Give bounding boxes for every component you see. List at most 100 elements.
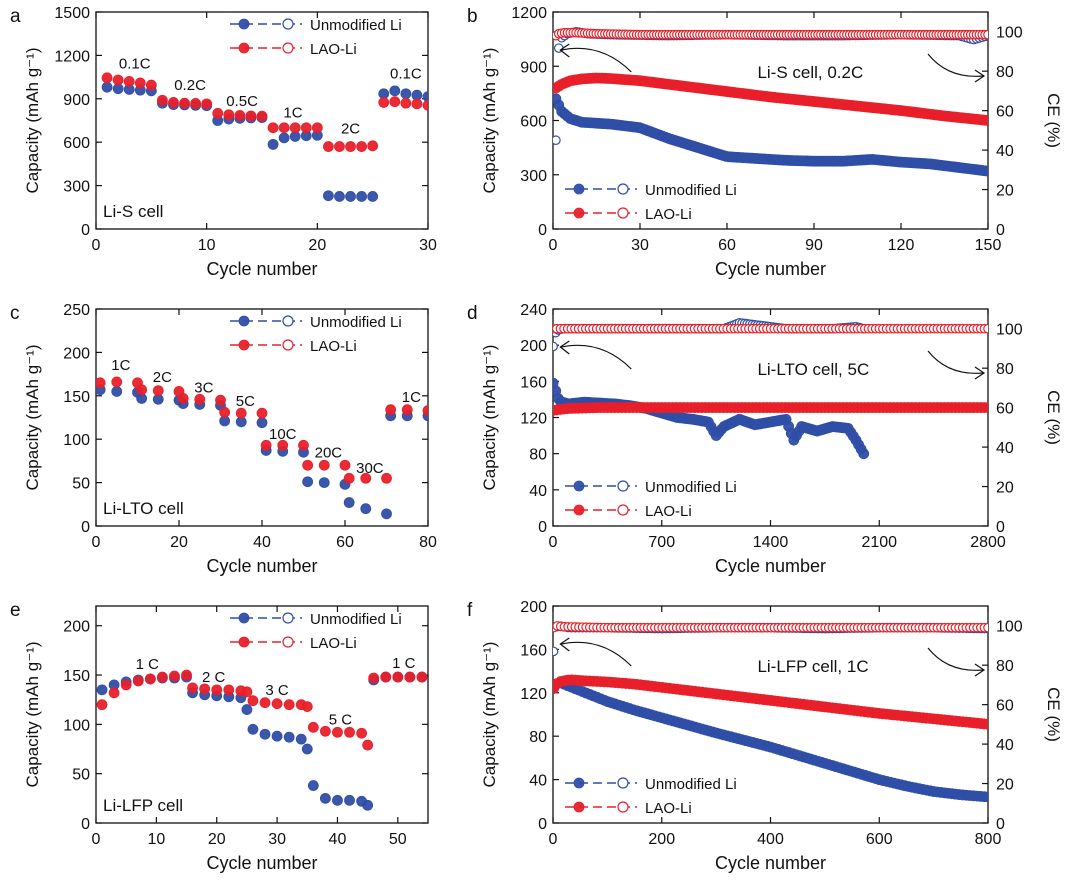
data-point (212, 107, 224, 119)
data-point (169, 670, 180, 682)
data-point (168, 97, 179, 108)
axis-arrows (559, 637, 986, 677)
y-tick-label: 200 (520, 338, 547, 355)
data-point (422, 91, 428, 103)
y2-tick-label: 80 (996, 64, 1014, 81)
x-tick-label: 30 (631, 237, 649, 254)
series-unmodified (553, 93, 988, 177)
data-layer (101, 72, 428, 202)
y2-tick-label: 20 (996, 777, 1014, 794)
data-point (201, 98, 213, 110)
y-tick-label: 1200 (54, 48, 90, 65)
y2-tick-label: 40 (996, 737, 1014, 754)
x-tick-label: 0 (92, 534, 101, 551)
arrow-left-head (559, 637, 570, 652)
data-point (982, 165, 988, 177)
x-tick-label: 80 (419, 534, 437, 551)
y-tick-label: 120 (520, 686, 547, 703)
x-axis-label: Cycle number (715, 259, 826, 279)
legend-marker-open (617, 777, 629, 789)
data-point (343, 472, 355, 484)
cell-label: Li-S cell (103, 202, 163, 221)
arrow-right-axis (927, 350, 984, 374)
data-point (211, 684, 223, 696)
legend-marker-open (282, 315, 294, 327)
y-axis-label: Capacity (mAh g⁻¹) (23, 48, 42, 194)
data-point (356, 191, 368, 202)
data-point (260, 439, 272, 451)
rate-label: 1 C (392, 655, 416, 672)
data-point (385, 404, 397, 416)
data-point (241, 686, 253, 698)
ce-point (553, 646, 559, 657)
y-tick-label: 0 (81, 816, 90, 833)
y-tick-label: 600 (63, 135, 90, 152)
axis-arrows (559, 340, 986, 380)
data-point (259, 697, 271, 709)
data-point (223, 109, 235, 121)
data-point (362, 739, 374, 751)
data-point (256, 417, 268, 429)
x-tick-label: 60 (336, 534, 354, 551)
y-tick-label: 0 (538, 222, 547, 239)
data-point (247, 723, 259, 735)
data-point (298, 439, 309, 451)
y-tick-label: 80 (529, 729, 547, 746)
data-point (381, 472, 392, 484)
x-tick-label: 0 (549, 534, 558, 551)
x-tick-label: 20 (308, 237, 326, 254)
y-tick-label: 300 (63, 179, 90, 196)
panel-e: 0 10 20 30 40 50 0 50 100 150 200 Cycle number Capac… (10, 600, 429, 873)
ce-point (983, 323, 988, 334)
series-unmodified (96, 671, 428, 811)
data-point (319, 725, 331, 737)
plot-frame (95, 11, 429, 230)
data-point (177, 393, 189, 404)
arrow-left-head (559, 340, 570, 355)
data-point (96, 699, 108, 711)
arrow-left-axis (561, 344, 632, 370)
data-point (156, 671, 168, 683)
panel-letter: c (10, 303, 20, 324)
x-tick-label: 600 (866, 831, 893, 848)
y2-axis-label: CE (%) (1044, 687, 1063, 742)
legend-label: LAO-Li (645, 800, 692, 817)
y2-tick-label: 20 (996, 480, 1014, 497)
ce-point (553, 135, 561, 146)
rate-label: 1C (111, 357, 130, 374)
data-point (381, 508, 392, 520)
x-tick-label: 30 (419, 237, 437, 254)
y2-tick-label: 60 (996, 104, 1014, 121)
y-tick-label: 600 (520, 114, 547, 131)
legend-marker-filled (238, 315, 250, 327)
x-axis-label: Cycle number (715, 853, 826, 873)
y2-tick-label: 20 (996, 183, 1014, 200)
rate-label: 0.1C (390, 66, 422, 83)
y2-tick-label: 40 (996, 143, 1014, 160)
panel-letter: f (467, 600, 473, 621)
y-tick-label: 1500 (54, 5, 90, 22)
axis-arrows (559, 43, 986, 83)
data-point (307, 780, 319, 791)
data-point (389, 96, 401, 108)
y-tick-label: 1200 (511, 5, 547, 22)
y-tick-label: 200 (63, 619, 90, 636)
legend: Unmodified Li LAO-Li (230, 17, 402, 58)
data-point (344, 794, 355, 806)
legend-label: LAO-Li (645, 503, 692, 520)
legend-marker-open (282, 42, 294, 54)
data-point (101, 72, 113, 84)
legend-label: LAO-Li (310, 635, 357, 652)
data-point (277, 439, 289, 451)
data-point (108, 687, 120, 699)
legend: Unmodified Li LAO-Li (230, 314, 402, 355)
legend-marker-filled (573, 480, 585, 492)
data-point (311, 122, 323, 134)
data-point (400, 97, 412, 109)
y-axis-label: Capacity (mAh g⁻¹) (480, 642, 499, 788)
data-point (289, 122, 301, 134)
legend-marker-filled (238, 339, 250, 351)
rate-label: 0.5C (226, 93, 258, 110)
y-axis-label: Capacity (mAh g⁻¹) (480, 345, 499, 491)
